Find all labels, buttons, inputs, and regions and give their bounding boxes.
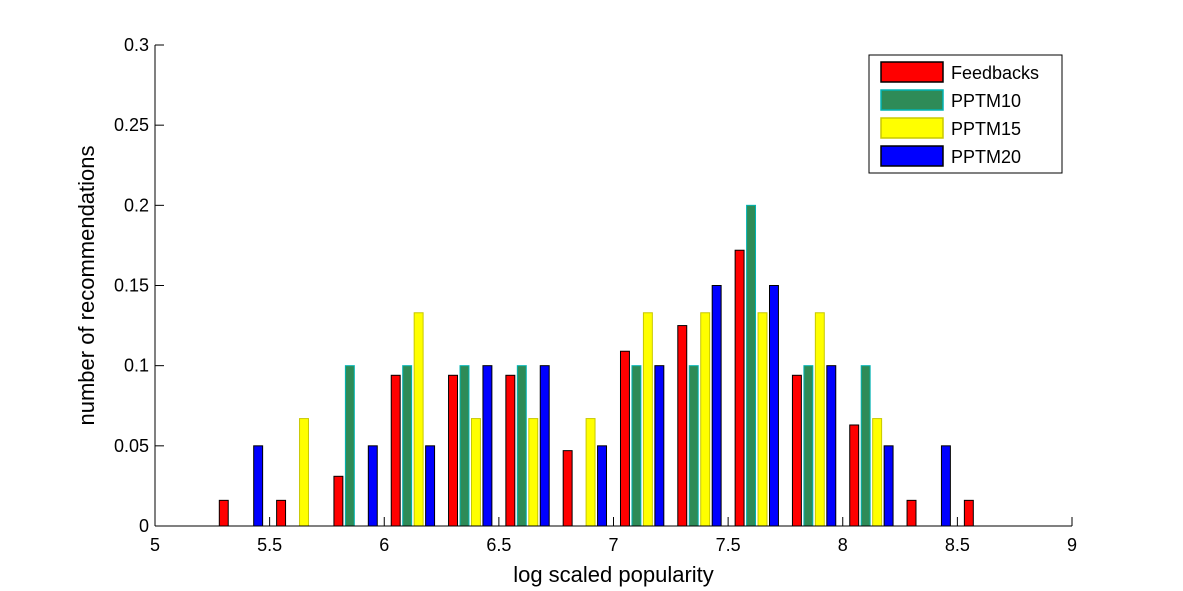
bar-feedbacks-2 bbox=[276, 499, 287, 527]
y-tick-label: 0.25 bbox=[114, 115, 149, 135]
bar-pptm10-4 bbox=[402, 365, 413, 527]
x-tick-label: 5 bbox=[150, 535, 160, 555]
bar-pptm10-10 bbox=[746, 204, 757, 527]
bar-feedbacks-1 bbox=[218, 499, 229, 527]
bar-pptm10-11 bbox=[803, 365, 814, 527]
bar-pptm10-9 bbox=[688, 365, 699, 527]
bar-pptm20-9 bbox=[711, 285, 722, 527]
ticks-layer: 5 5.5 6 6.5 7 7.5 8 8.5 9 0 0.05 0.1 0.15 0.2 0.25 0.3 bbox=[114, 35, 1077, 555]
bar-pptm15-2 bbox=[299, 418, 309, 527]
bar-pptm15-5 bbox=[470, 418, 481, 527]
x-tick-label: 6 bbox=[379, 535, 389, 555]
x-tick-label: 9 bbox=[1067, 535, 1077, 555]
bar-pptm20-6 bbox=[539, 365, 550, 527]
legend-swatch-pptm10 bbox=[880, 89, 944, 111]
bar-pptm15-11 bbox=[814, 312, 825, 527]
bar-pptm15-12 bbox=[872, 418, 883, 527]
y-tick-label: 0.3 bbox=[124, 35, 149, 55]
bar-pptm15-8 bbox=[642, 312, 653, 527]
bar-pptm15-7 bbox=[585, 418, 596, 527]
y-tick-label: 0.2 bbox=[124, 195, 149, 215]
bar-pptm20-7 bbox=[597, 445, 608, 527]
x-tick-label: 7.5 bbox=[716, 535, 741, 555]
bar-feedbacks-4 bbox=[390, 374, 401, 527]
bar-pptm15-6 bbox=[528, 418, 539, 527]
bar-pptm20-12 bbox=[883, 445, 894, 527]
bar-feedbacks-9 bbox=[677, 325, 688, 527]
legend-swatch-pptm15 bbox=[880, 117, 944, 139]
y-tick-label: 0.1 bbox=[124, 356, 149, 376]
legend-label-feedbacks: Feedbacks bbox=[951, 63, 1039, 83]
x-axis-label: log scaled popularity bbox=[513, 562, 714, 587]
bar-feedbacks-7 bbox=[562, 450, 573, 527]
y-axis-label: number of recommendations bbox=[74, 145, 99, 425]
x-tick-label: 6.5 bbox=[486, 535, 511, 555]
bar-feedbacks-6 bbox=[505, 374, 516, 527]
legend-swatch-pptm20 bbox=[880, 145, 944, 167]
bar-pptm15-10 bbox=[757, 312, 768, 527]
legend-label-pptm15: PPTM15 bbox=[951, 119, 1021, 139]
bar-pptm10-6 bbox=[516, 365, 527, 527]
bar-pptm20-13 bbox=[940, 445, 951, 527]
bar-feedbacks-14 bbox=[963, 499, 974, 527]
bar-feedbacks-13 bbox=[906, 499, 917, 527]
bar-feedbacks-11 bbox=[791, 374, 802, 527]
bar-pptm10-5 bbox=[459, 365, 470, 527]
bar-pptm20-11 bbox=[826, 365, 837, 527]
bar-feedbacks-5 bbox=[448, 374, 458, 527]
legend: Feedbacks PPTM10 PPTM15 PPTM20 bbox=[868, 54, 1063, 174]
bar-pptm15-9 bbox=[700, 312, 711, 527]
legend-label-pptm10: PPTM10 bbox=[951, 91, 1021, 111]
x-tick-label: 8.5 bbox=[945, 535, 970, 555]
x-tick-label: 8 bbox=[838, 535, 848, 555]
bar-feedbacks-10 bbox=[734, 249, 745, 527]
y-tick-label: 0.15 bbox=[114, 276, 149, 296]
bar-feedbacks-3 bbox=[333, 475, 344, 527]
bar-pptm20-10 bbox=[769, 285, 779, 527]
bar-feedbacks-12 bbox=[849, 424, 860, 527]
bar-feedbacks-8 bbox=[619, 350, 630, 527]
legend-swatch-feedbacks bbox=[880, 61, 944, 83]
x-tick-label: 5.5 bbox=[257, 535, 282, 555]
bar-pptm20-4 bbox=[425, 445, 436, 527]
bar-pptm20-8 bbox=[654, 365, 665, 527]
bar-pptm10-8 bbox=[631, 365, 642, 527]
bar-pptm20-5 bbox=[482, 365, 493, 527]
y-tick-label: 0.05 bbox=[114, 436, 149, 456]
y-tick-label: 0 bbox=[139, 516, 149, 536]
bar-pptm10-3 bbox=[344, 365, 355, 527]
bar-pptm15-4 bbox=[413, 312, 424, 527]
legend-label-pptm20: PPTM20 bbox=[951, 147, 1021, 167]
bar-pptm20-1 bbox=[253, 445, 264, 527]
x-tick-label: 7 bbox=[608, 535, 618, 555]
bar-pptm20-3 bbox=[367, 445, 378, 527]
bar-pptm10-12 bbox=[860, 365, 871, 527]
